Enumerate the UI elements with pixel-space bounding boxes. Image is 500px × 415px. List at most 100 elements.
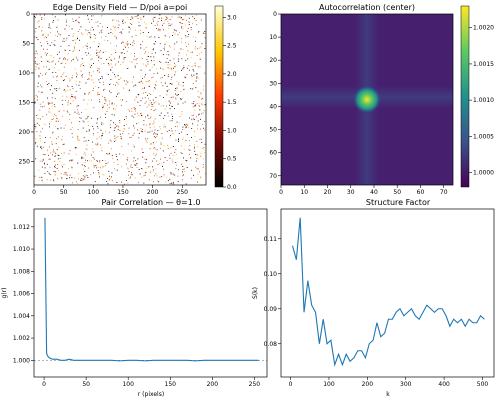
density-dot: [85, 109, 87, 110]
density-dot: [87, 177, 89, 178]
density-dot: [185, 159, 187, 161]
panel2-xtick-label: 60: [417, 189, 425, 196]
density-dot: [54, 106, 56, 107]
density-dot: [41, 176, 43, 178]
density-dot: [36, 63, 38, 65]
density-dot: [97, 118, 99, 120]
density-dot: [56, 75, 58, 77]
density-dot: [46, 48, 48, 50]
density-dot: [136, 16, 137, 18]
density-dot: [181, 111, 183, 113]
density-dot: [99, 101, 101, 103]
density-dot: [56, 90, 58, 92]
density-dot: [127, 143, 129, 145]
density-dot: [52, 132, 54, 134]
density-dot: [152, 123, 154, 125]
density-dot: [89, 92, 91, 94]
density-dot: [168, 25, 170, 27]
density-dot: [172, 116, 173, 117]
density-dot: [153, 148, 155, 150]
density-dot: [171, 67, 172, 69]
density-dot: [62, 74, 64, 75]
density-dot: [182, 174, 184, 176]
density-dot: [176, 94, 178, 96]
density-dot: [77, 135, 78, 137]
density-dot: [200, 152, 202, 154]
density-dot: [123, 58, 125, 60]
density-dot: [57, 53, 58, 55]
density-dot: [147, 94, 148, 96]
density-dot: [173, 183, 175, 185]
density-dot: [200, 177, 201, 179]
density-dot: [154, 36, 156, 38]
density-dot: [62, 95, 64, 97]
density-dot: [67, 177, 68, 179]
density-dot: [115, 124, 116, 125]
density-dot: [117, 93, 118, 95]
panel1-cbtick-label: 2.0: [227, 71, 237, 78]
density-dot: [169, 102, 171, 104]
density-dot: [43, 37, 45, 39]
density-dot: [178, 141, 179, 142]
density-dot: [54, 160, 56, 162]
density-dot: [106, 58, 107, 60]
density-dot: [34, 16, 36, 18]
density-dot: [126, 68, 128, 69]
panel4-title: Structure Factor: [366, 198, 431, 207]
density-dot: [100, 57, 102, 59]
density-dot: [99, 176, 100, 178]
density-dot: [42, 158, 44, 160]
density-dot: [39, 63, 40, 65]
density-dot: [76, 147, 78, 149]
density-dot: [54, 16, 56, 18]
panel1-ytick-label: 50: [22, 40, 30, 47]
density-dot: [179, 116, 181, 117]
density-dot: [60, 172, 62, 174]
density-dot: [82, 137, 84, 139]
density-dot: [201, 138, 202, 140]
density-dot: [102, 174, 104, 176]
density-dot: [71, 95, 72, 97]
density-dot: [144, 52, 146, 54]
density-dot: [112, 19, 113, 21]
density-dot: [161, 163, 163, 165]
density-dot: [184, 171, 186, 172]
density-dot: [203, 85, 204, 87]
density-dot: [82, 175, 84, 177]
density-dot: [127, 159, 128, 161]
density-dot: [148, 166, 150, 168]
density-dot: [199, 113, 200, 115]
density-dot: [150, 36, 152, 38]
density-dot: [159, 163, 161, 164]
density-dot: [119, 55, 120, 57]
density-dot: [67, 102, 69, 104]
density-dot: [170, 152, 172, 154]
density-dot: [143, 152, 144, 153]
density-dot: [180, 48, 182, 50]
density-dot: [167, 115, 169, 117]
density-dot: [170, 173, 172, 175]
density-dot: [48, 23, 50, 25]
density-dot: [87, 116, 89, 117]
density-dot: [145, 138, 147, 140]
density-dot: [142, 131, 143, 133]
density-dot: [183, 65, 185, 67]
density-dot: [123, 128, 125, 130]
panel2-ytick-label: 10: [269, 34, 277, 41]
density-dot: [136, 123, 138, 125]
density-dot: [44, 172, 46, 174]
density-dot: [107, 73, 109, 75]
density-dot: [167, 112, 169, 114]
density-dot: [46, 84, 48, 85]
density-dot: [74, 49, 75, 51]
density-dot: [73, 47, 75, 49]
panel2-cbtick-label: 1.0000: [473, 170, 494, 177]
density-dot: [89, 66, 91, 68]
density-dot: [104, 165, 106, 167]
density-dot: [108, 131, 110, 133]
density-dot: [153, 181, 154, 183]
density-dot: [118, 57, 120, 59]
density-dot: [47, 61, 49, 62]
density-dot: [67, 111, 69, 113]
density-dot: [134, 100, 136, 102]
